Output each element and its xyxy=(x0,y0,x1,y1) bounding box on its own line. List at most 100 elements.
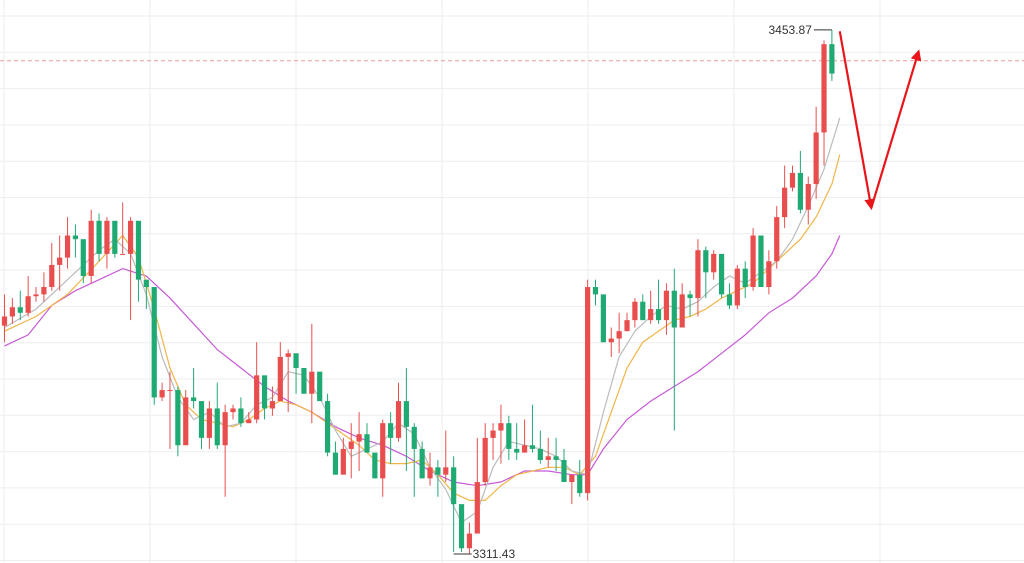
candle-body xyxy=(640,301,646,321)
candle-body xyxy=(616,331,622,339)
candle xyxy=(167,371,173,449)
candle-body xyxy=(718,253,725,295)
candle-body xyxy=(96,220,102,254)
candle xyxy=(545,437,551,468)
candle-body xyxy=(33,294,39,297)
candle-body xyxy=(679,294,685,328)
candle xyxy=(238,397,244,427)
candle xyxy=(521,419,528,453)
candle xyxy=(49,242,55,291)
candle-body xyxy=(435,467,441,475)
candle-body xyxy=(57,257,63,265)
candle xyxy=(829,29,835,81)
candle xyxy=(9,298,15,324)
candle-body xyxy=(167,390,173,392)
candle xyxy=(600,294,606,343)
candle-body xyxy=(191,397,197,402)
candle xyxy=(632,298,638,328)
candle xyxy=(269,386,276,416)
candle-body xyxy=(797,172,803,210)
candle-body xyxy=(671,290,677,328)
candle xyxy=(514,423,520,460)
candle-body xyxy=(521,445,528,453)
candle-body xyxy=(127,220,134,254)
candle-body xyxy=(813,132,819,184)
candle-body xyxy=(72,235,79,240)
ma-grey-line xyxy=(4,117,841,524)
candle-body xyxy=(49,264,55,288)
forecast-arrows xyxy=(838,31,922,211)
candle xyxy=(191,367,197,409)
candle xyxy=(72,224,79,258)
candle xyxy=(506,415,512,460)
candle-body xyxy=(309,371,315,394)
candle xyxy=(230,404,236,420)
candle-body xyxy=(88,220,94,276)
candle-body xyxy=(285,353,291,357)
candle-body xyxy=(545,456,551,460)
candle-body xyxy=(230,408,236,413)
candle-body xyxy=(104,220,110,254)
candle xyxy=(246,412,252,424)
candle-body xyxy=(498,423,504,431)
candle-body xyxy=(821,44,827,133)
candle xyxy=(104,217,110,269)
candle xyxy=(340,437,346,475)
candle-body xyxy=(206,408,212,438)
candle-body xyxy=(324,401,331,453)
candle xyxy=(616,312,622,354)
candle-body xyxy=(663,290,670,321)
candle-body xyxy=(774,217,780,262)
candle xyxy=(64,217,71,269)
candle xyxy=(742,261,748,299)
candle-body xyxy=(112,220,118,254)
candle-body xyxy=(466,533,473,549)
candle xyxy=(183,390,189,446)
candle xyxy=(561,448,567,483)
candle xyxy=(1,294,8,343)
candle-body xyxy=(143,279,149,288)
candle xyxy=(301,367,307,394)
candle xyxy=(435,459,441,497)
candle-body xyxy=(238,408,244,424)
candle-body xyxy=(356,434,362,442)
candle xyxy=(293,353,299,394)
candle-body xyxy=(175,390,181,446)
candle-body xyxy=(214,408,220,446)
candle-body xyxy=(577,474,583,494)
candle xyxy=(309,323,315,424)
candle xyxy=(569,474,575,505)
candle xyxy=(718,253,725,299)
candle-body xyxy=(514,448,520,453)
candle xyxy=(143,279,149,310)
candle xyxy=(608,327,614,357)
candles xyxy=(1,29,835,555)
candle xyxy=(498,404,504,464)
candle-body xyxy=(490,430,496,438)
candle xyxy=(624,312,630,332)
candle-body xyxy=(750,235,756,288)
candle-body xyxy=(726,294,733,306)
candle xyxy=(80,239,86,284)
candle-body xyxy=(388,423,394,438)
candle xyxy=(120,202,126,255)
candle xyxy=(33,287,39,302)
candle-body xyxy=(183,397,189,446)
candle xyxy=(466,522,473,555)
candle xyxy=(403,367,409,472)
candle xyxy=(57,235,63,291)
candle-body xyxy=(348,441,354,449)
candle xyxy=(443,430,449,483)
candle-body xyxy=(766,261,772,288)
candle xyxy=(96,213,102,262)
candle-body xyxy=(695,250,701,299)
candle xyxy=(458,504,465,552)
candle-body xyxy=(592,287,599,295)
candle xyxy=(679,283,685,328)
candle-body xyxy=(569,474,575,483)
forecast-arrow-up xyxy=(870,49,922,209)
candle xyxy=(17,290,23,321)
candle xyxy=(206,401,212,449)
candle xyxy=(687,290,693,317)
candle xyxy=(380,419,386,497)
